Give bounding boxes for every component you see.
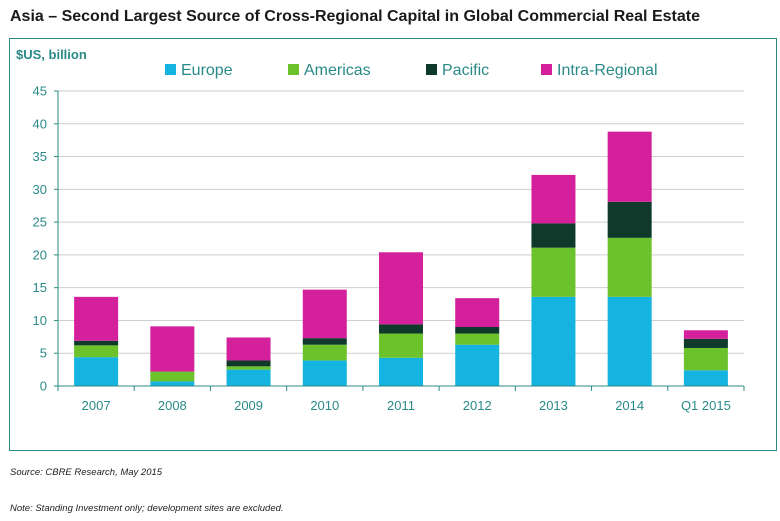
bar-2010-pacific: [302, 338, 347, 345]
bar-2011-americas: [379, 333, 423, 358]
y-axis-unit-label: $US, billion: [16, 47, 87, 62]
y-tick-15: 15: [33, 280, 47, 295]
bar-q1-2015-americas: [683, 347, 728, 371]
bar-2010-europe: [302, 360, 347, 386]
bar-2013-americas: [531, 247, 576, 297]
y-tick-5: 5: [40, 346, 47, 361]
y-tick-40: 40: [33, 116, 47, 131]
bar-2008-americas: [150, 371, 195, 382]
legend: Europe Americas Pacific Intra-Regional: [165, 62, 658, 79]
bar-2010-intra-regional: [302, 289, 347, 339]
bar-2007-americas: [74, 345, 119, 358]
x-tick-2010: 2010: [310, 398, 339, 413]
bar-2012-intra-regional: [455, 298, 500, 327]
axes: [54, 90, 745, 391]
bar-2013-intra-regional: [531, 174, 576, 224]
chart-frame: [9, 38, 777, 451]
bar-2011-europe: [379, 357, 423, 386]
x-tick-2013: 2013: [539, 398, 568, 413]
bar-2014-americas: [607, 237, 652, 297]
y-tick-30: 30: [33, 182, 47, 197]
bar-2012-europe: [455, 344, 500, 386]
x-tick-2012: 2012: [463, 398, 492, 413]
y-tick-35: 35: [33, 149, 47, 164]
source-note: Source: CBRE Research, May 2015: [10, 467, 163, 478]
legend-label-pacific: Pacific: [442, 62, 489, 79]
x-tick-2009: 2009: [234, 398, 263, 413]
legend-swatch-americas: [288, 64, 299, 75]
bar-2013-europe: [531, 296, 576, 386]
bar-2009-pacific: [226, 360, 271, 367]
footnote: Note: Standing Investment only; developm…: [10, 503, 284, 514]
bar-2008-europe: [150, 381, 195, 386]
legend-label-europe: Europe: [181, 62, 233, 79]
bar-q1-2015-europe: [683, 370, 728, 386]
x-tick-2011: 2011: [387, 398, 415, 413]
y-tick-labels: 0 5 10 15 20 25 30 35 40 45: [33, 84, 47, 394]
bar-2014-intra-regional: [607, 131, 652, 202]
x-tick-2014: 2014: [615, 398, 644, 413]
y-tick-25: 25: [33, 215, 47, 230]
bar-2007-pacific: [74, 340, 119, 346]
x-tick-q1-2015: Q1 2015: [681, 398, 731, 413]
chart-title: Asia – Second Largest Source of Cross-Re…: [10, 8, 700, 25]
bar-2013-pacific: [531, 223, 576, 248]
bar-2009-europe: [226, 369, 271, 386]
bar-2014-europe: [607, 296, 652, 386]
bar-2009-americas: [226, 366, 271, 370]
bar-2007-europe: [74, 357, 119, 386]
bars: [74, 131, 728, 386]
y-tick-45: 45: [33, 84, 47, 99]
bar-2008-intra-regional: [150, 326, 195, 372]
legend-swatch-europe: [165, 64, 176, 75]
legend-label-americas: Americas: [304, 62, 371, 79]
bar-q1-2015-pacific: [683, 338, 728, 348]
y-tick-0: 0: [40, 379, 47, 394]
legend-swatch-intra-regional: [541, 64, 552, 75]
y-tick-20: 20: [33, 247, 47, 262]
bar-2010-americas: [302, 344, 347, 361]
bar-2014-pacific: [607, 201, 652, 238]
legend-swatch-pacific: [426, 64, 437, 75]
x-tick-2007: 2007: [82, 398, 111, 413]
bar-q1-2015-intra-regional: [683, 330, 728, 339]
x-tick-labels: 2007 2008 2009 2010 2011 2012 2013 2014 Q1 2015: [82, 398, 731, 413]
bar-2007-intra-regional: [74, 296, 119, 341]
bar-2009-intra-regional: [226, 337, 271, 361]
bar-2011-intra-regional: [379, 252, 423, 325]
bar-2011-pacific: [379, 324, 423, 334]
y-tick-10: 10: [33, 313, 47, 328]
bar-2012-americas: [455, 333, 500, 345]
bar-2012-pacific: [455, 327, 500, 334]
x-tick-2008: 2008: [158, 398, 187, 413]
legend-label-intra-regional: Intra-Regional: [557, 62, 658, 79]
